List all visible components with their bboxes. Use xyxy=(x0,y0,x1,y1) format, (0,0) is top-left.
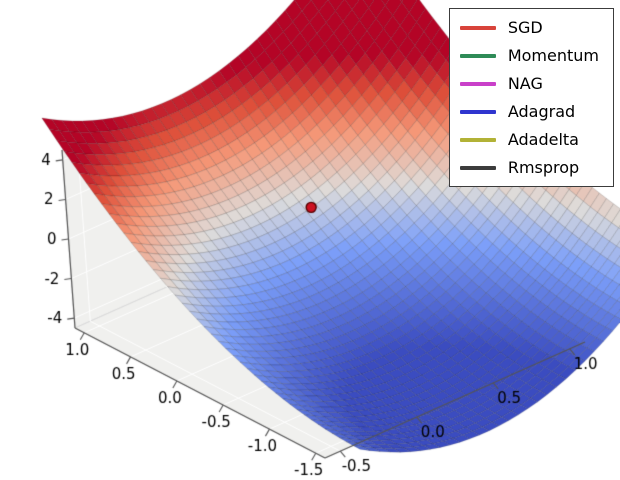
legend-line-swatch xyxy=(459,109,496,114)
legend-entry-rmsprop: Rmsprop xyxy=(459,157,599,178)
legend: SGD Momentum NAG Adagrad Adadelta Rmsprop xyxy=(448,8,614,187)
legend-label: Momentum xyxy=(507,45,599,65)
legend-entry-adadelta: Adadelta xyxy=(459,129,599,150)
legend-entry-sgd: SGD xyxy=(459,17,599,38)
legend-entry-adagrad: Adagrad xyxy=(459,101,599,122)
legend-line-swatch xyxy=(459,165,496,170)
legend-label: Adagrad xyxy=(507,101,576,121)
legend-line-swatch xyxy=(459,137,496,142)
legend-label: SGD xyxy=(507,17,543,37)
legend-line-swatch xyxy=(459,81,496,86)
legend-line-swatch xyxy=(459,25,496,30)
legend-label: Adadelta xyxy=(507,129,579,149)
legend-line-swatch xyxy=(459,53,496,58)
legend-label: NAG xyxy=(507,73,543,93)
legend-label: Rmsprop xyxy=(507,157,580,177)
legend-entry-momentum: Momentum xyxy=(459,45,599,66)
legend-entry-nag: NAG xyxy=(459,73,599,94)
